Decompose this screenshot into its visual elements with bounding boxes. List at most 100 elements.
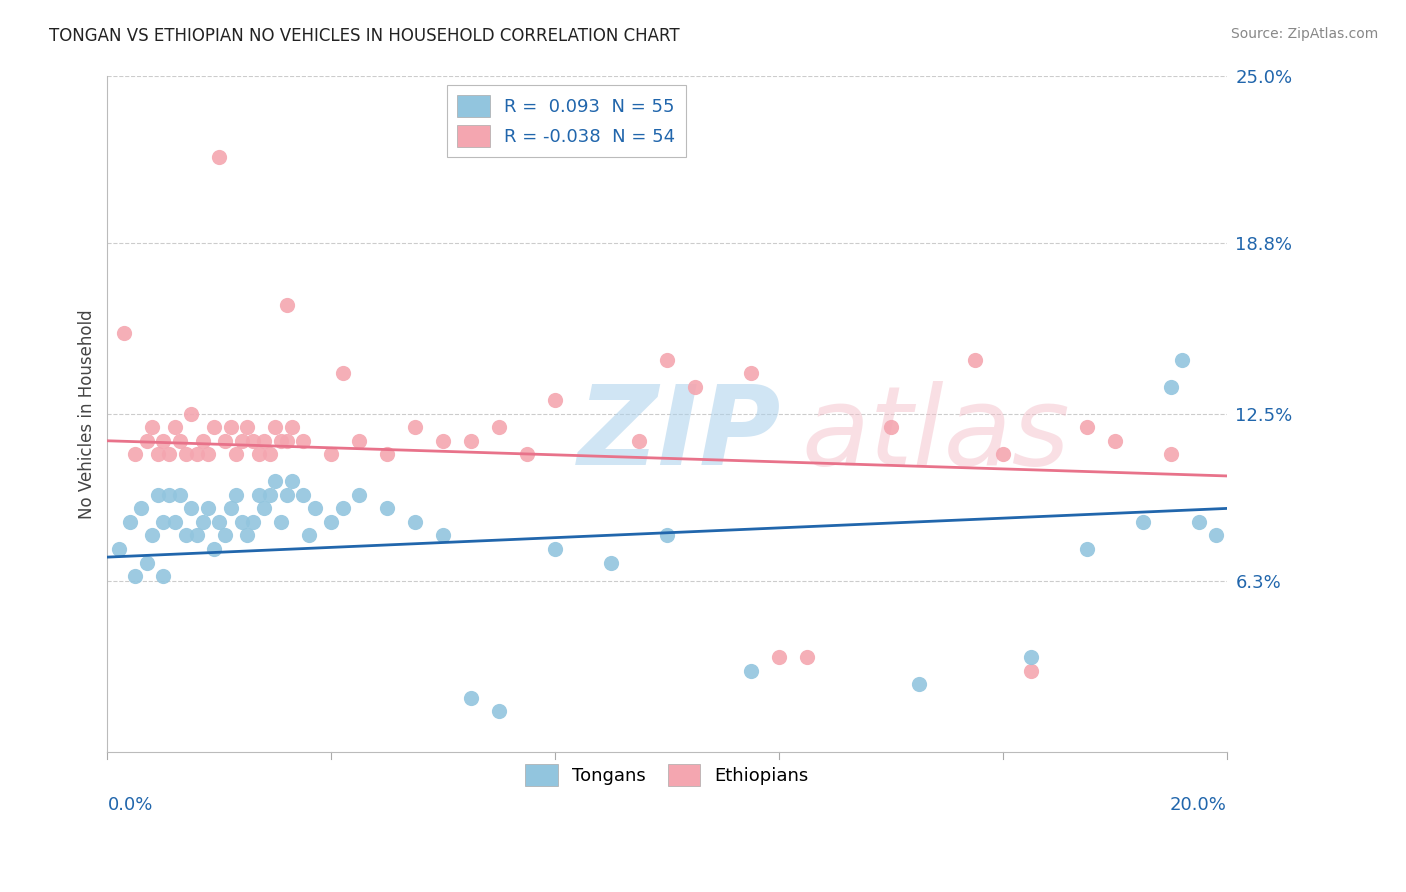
Point (214, 434, 236, 448)
Point (169, 434, 191, 448)
Point (163, 420, 186, 434)
Point (242, 434, 264, 448)
Point (304, 501, 326, 516)
Point (298, 528, 321, 542)
Point (208, 150, 231, 164)
Point (208, 515, 231, 529)
Point (292, 434, 315, 448)
Text: 20.0%: 20.0% (1170, 796, 1227, 814)
Point (219, 420, 242, 434)
Point (281, 420, 304, 434)
Point (276, 488, 298, 502)
Point (276, 434, 298, 448)
Point (202, 420, 225, 434)
Point (253, 501, 276, 516)
Point (516, 447, 538, 461)
Y-axis label: No Vehicles in Household: No Vehicles in Household (79, 309, 96, 518)
Point (231, 515, 253, 529)
Point (991, 447, 1014, 461)
Point (683, 379, 706, 393)
Point (432, 528, 454, 542)
Point (404, 420, 426, 434)
Point (292, 488, 315, 502)
Point (349, 434, 371, 448)
Text: TONGAN VS ETHIOPIAN NO VEHICLES IN HOUSEHOLD CORRELATION CHART: TONGAN VS ETHIOPIAN NO VEHICLES IN HOUSE… (49, 27, 681, 45)
Point (544, 541, 567, 556)
Point (180, 407, 202, 421)
Point (432, 434, 454, 448)
Point (1132, 515, 1154, 529)
Point (169, 488, 191, 502)
Point (1188, 515, 1211, 529)
Point (219, 501, 242, 516)
Text: Source: ZipAtlas.com: Source: ZipAtlas.com (1230, 27, 1378, 41)
Point (146, 488, 169, 502)
Point (544, 393, 567, 408)
Point (1019, 664, 1042, 678)
Point (270, 434, 292, 448)
Point (225, 488, 247, 502)
Point (253, 434, 276, 448)
Point (152, 569, 174, 583)
Point (488, 704, 510, 718)
Point (141, 420, 163, 434)
Point (657, 528, 679, 542)
Point (247, 447, 270, 461)
Point (135, 434, 157, 448)
Point (460, 690, 482, 705)
Point (174, 528, 197, 542)
Point (332, 501, 354, 516)
Point (332, 366, 354, 380)
Point (186, 447, 208, 461)
Point (768, 650, 790, 665)
Point (135, 556, 157, 570)
Point (197, 501, 219, 516)
Point (186, 528, 208, 542)
Point (965, 352, 987, 367)
Point (174, 447, 197, 461)
Point (375, 501, 398, 516)
Point (129, 501, 152, 516)
Point (191, 515, 214, 529)
Point (1076, 541, 1098, 556)
Text: atlas: atlas (801, 381, 1070, 488)
Text: 0.0%: 0.0% (107, 796, 153, 814)
Point (124, 447, 146, 461)
Point (247, 488, 270, 502)
Point (1160, 447, 1182, 461)
Point (236, 528, 259, 542)
Point (1104, 434, 1126, 448)
Point (197, 447, 219, 461)
Point (375, 447, 398, 461)
Point (264, 420, 287, 434)
Legend: Tongans, Ethiopians: Tongans, Ethiopians (519, 757, 817, 794)
Point (488, 420, 510, 434)
Point (231, 434, 253, 448)
Point (259, 447, 281, 461)
Point (740, 366, 762, 380)
Point (118, 515, 141, 529)
Point (321, 515, 343, 529)
Point (146, 447, 169, 461)
Point (152, 434, 174, 448)
Point (242, 515, 264, 529)
Point (1019, 650, 1042, 665)
Point (107, 541, 129, 556)
Point (628, 434, 651, 448)
Point (404, 515, 426, 529)
Text: ZIP: ZIP (578, 381, 782, 488)
Point (214, 528, 236, 542)
Point (276, 298, 298, 312)
Point (349, 488, 371, 502)
Point (270, 515, 292, 529)
Point (163, 515, 186, 529)
Point (191, 434, 214, 448)
Point (225, 447, 247, 461)
Point (1160, 379, 1182, 393)
Point (880, 420, 903, 434)
Point (264, 475, 287, 489)
Point (600, 556, 623, 570)
Point (180, 501, 202, 516)
Point (657, 352, 679, 367)
Point (141, 528, 163, 542)
